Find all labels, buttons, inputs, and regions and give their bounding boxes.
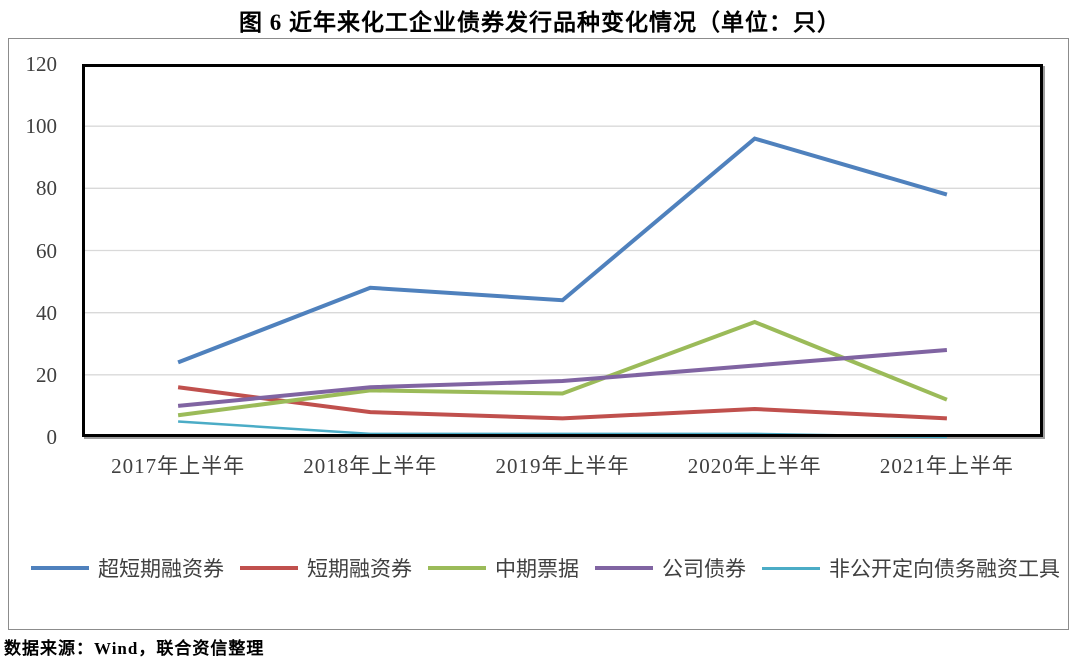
y-tick-label: 60 xyxy=(36,238,57,263)
legend-line-swatch xyxy=(240,566,298,570)
legend-label: 公司债券 xyxy=(662,557,746,581)
legend-line-swatch xyxy=(428,566,486,570)
series-line-短期融资券 xyxy=(177,385,947,421)
legend-line-swatch xyxy=(595,566,653,570)
legend-label: 短期融资券 xyxy=(307,557,412,581)
chart-title: 图 6 近年来化工企业债券发行品种变化情况（单位：只） xyxy=(239,10,841,35)
y-tick-label: 20 xyxy=(36,362,57,387)
source-note: 数据来源：Wind，联合资信整理 xyxy=(4,639,265,658)
chart-legend: 超短期融资券 短期融资券 中期票据 公司债券 非公开定向债务融资工具 xyxy=(31,553,1060,583)
legend-item: 短期融资券 xyxy=(240,553,412,583)
x-category-label: 2019年上半年 xyxy=(495,454,630,478)
series-line-公司债券 xyxy=(177,347,948,408)
x-category-label: 2018年上半年 xyxy=(303,454,438,478)
legend-label: 非公开定向债务融资工具 xyxy=(829,557,1060,581)
legend-item: 非公开定向债务融资工具 xyxy=(762,553,1060,583)
series-line-中期票据 xyxy=(177,319,948,418)
y-tick-label: 0 xyxy=(46,425,58,449)
x-category-label: 2021年上半年 xyxy=(879,454,1014,478)
legend-item: 中期票据 xyxy=(428,553,579,583)
x-category-label: 2020年上半年 xyxy=(687,454,822,478)
legend-label: 中期票据 xyxy=(495,557,579,581)
y-tick-label: 100 xyxy=(25,114,58,139)
y-tick-label: 80 xyxy=(36,176,57,201)
line-chart-svg xyxy=(82,64,1043,439)
plot-area xyxy=(82,64,1043,439)
y-tick-label: 120 xyxy=(25,52,58,76)
chart-frame: 0 20 40 60 80 100 120 2017年上半年 2018年上半年 2019年上半年… xyxy=(8,38,1069,630)
y-tick-label: 40 xyxy=(36,300,57,325)
legend-item: 超短期融资券 xyxy=(31,553,224,583)
x-category-label: 2017年上半年 xyxy=(111,454,246,478)
legend-item: 公司债券 xyxy=(595,553,746,583)
legend-line-swatch xyxy=(31,566,89,570)
plot-border xyxy=(82,64,1043,437)
series-line-超短期融资券 xyxy=(177,136,948,365)
legend-line-swatch xyxy=(762,566,820,570)
legend-label: 超短期融资券 xyxy=(98,557,224,581)
